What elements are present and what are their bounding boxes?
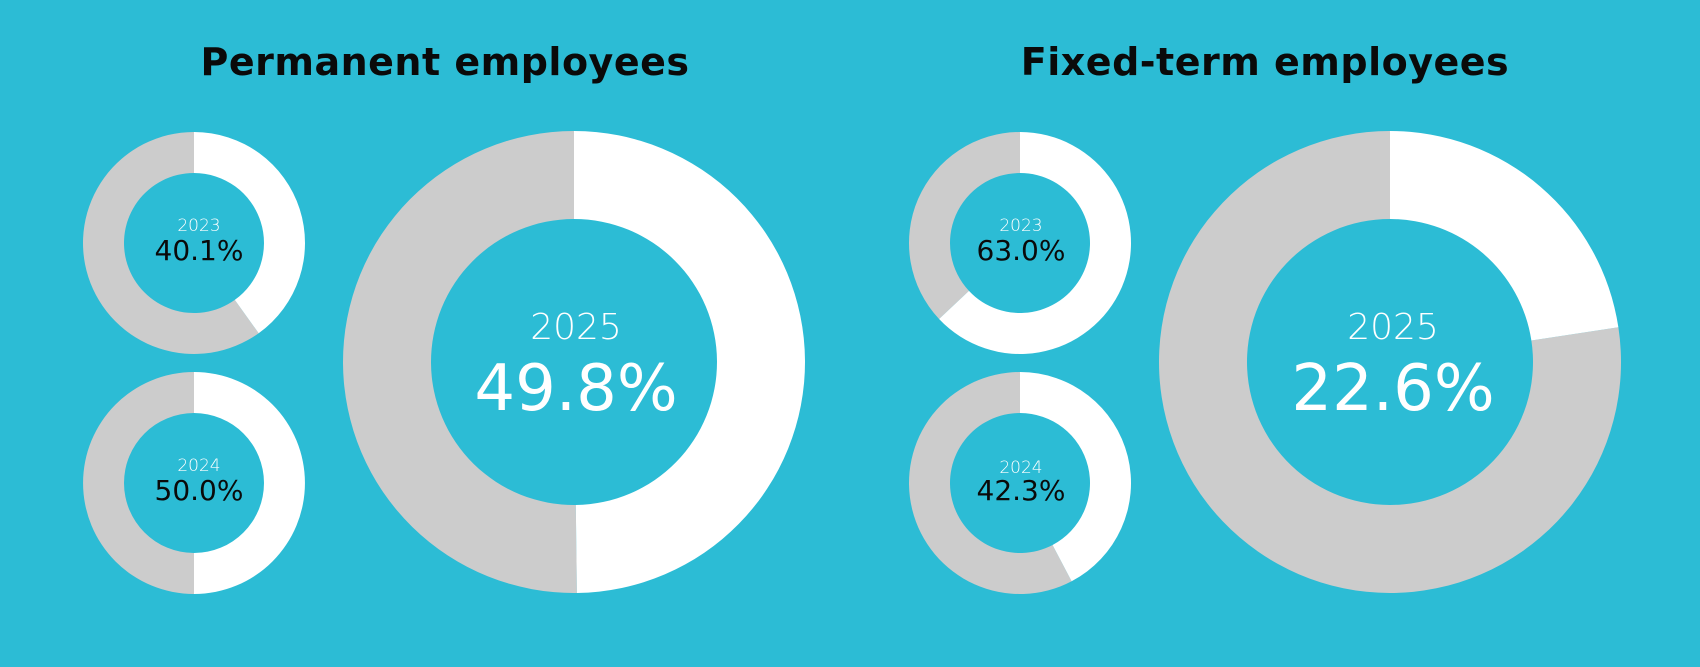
remainder-segment: [908, 132, 1020, 319]
permanent-employees-title: Permanent employees: [200, 40, 690, 84]
remainder-segment: [83, 372, 194, 594]
donut-permanent-2024: 2024 50.0%: [83, 372, 305, 594]
percent-label: 42.3%: [977, 474, 1066, 507]
year-label: 2023: [999, 216, 1042, 236]
remainder-segment: [1159, 131, 1621, 593]
donut-fixed-term-2024: 2024 42.3%: [909, 372, 1131, 594]
percent-label: 50.0%: [155, 474, 244, 507]
year-label: 2025: [530, 307, 622, 348]
donut-fixed-term-2025: 2025 22.6%: [1159, 131, 1621, 593]
year-label: 2024: [177, 456, 220, 476]
value-segment: [194, 372, 305, 594]
donut-permanent-2023: 2023 40.1%: [83, 132, 305, 354]
remainder-segment: [342, 131, 577, 593]
percent-label: 63.0%: [977, 234, 1066, 267]
value-segment: [194, 132, 305, 334]
donut-fixed-term-2023: 2023 63.0%: [908, 132, 1132, 354]
value-segment: [1020, 372, 1131, 582]
percent-label: 49.8%: [474, 352, 677, 426]
fixed-term-employees-title: Fixed-term employees: [1020, 40, 1510, 84]
year-label: 2025: [1347, 307, 1439, 348]
remainder-segment: [83, 132, 259, 354]
value-segment: [939, 132, 1132, 354]
year-label: 2023: [177, 216, 220, 236]
value-segment: [1390, 131, 1619, 341]
percent-label: 22.6%: [1291, 352, 1494, 426]
percent-label: 40.1%: [155, 234, 244, 267]
remainder-segment: [909, 372, 1072, 594]
donut-permanent-2025: 2025 49.8%: [342, 131, 806, 593]
year-label: 2024: [999, 458, 1042, 478]
value-segment: [574, 131, 806, 593]
